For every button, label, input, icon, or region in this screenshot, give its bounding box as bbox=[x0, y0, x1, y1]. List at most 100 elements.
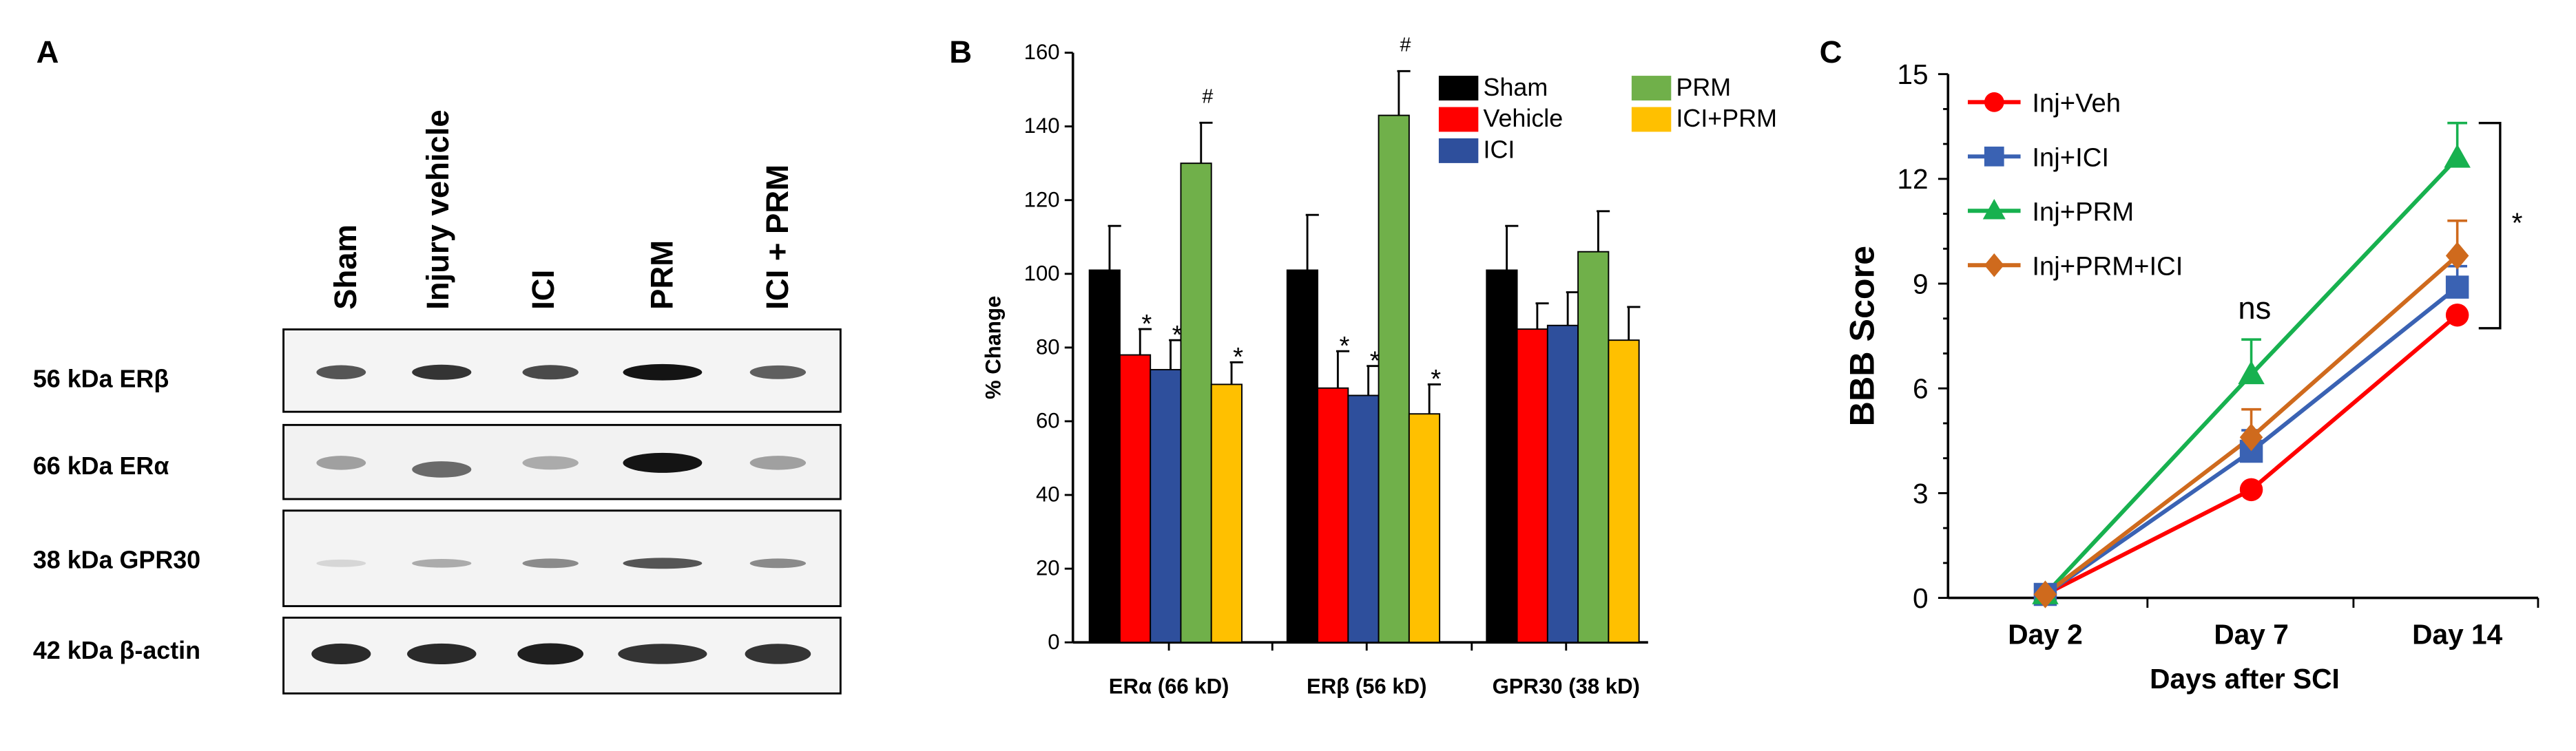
legend-label: Inj+PRM bbox=[2032, 198, 2134, 227]
blot-panels bbox=[282, 328, 842, 695]
bar bbox=[1347, 394, 1380, 644]
y-tick-label: 20 bbox=[1036, 556, 1060, 580]
panel-b-letter: B bbox=[949, 34, 972, 70]
panel-c: C 0 3 6 9 12 15 BBB Score Day 2 Day 7 Day 14 Days … bbox=[1820, 34, 2539, 695]
significance-mark: # bbox=[1400, 34, 1411, 56]
y-tick-label: 80 bbox=[1036, 335, 1060, 359]
blot-box-gpr30 bbox=[282, 509, 842, 607]
legend-swatch bbox=[1631, 76, 1672, 101]
blot-band bbox=[311, 643, 371, 665]
blot-band bbox=[522, 365, 579, 380]
legend-label: Sham bbox=[1484, 74, 1548, 101]
y-tick-label: 15 bbox=[1897, 59, 1928, 90]
y-tick-label: 160 bbox=[1024, 40, 1060, 64]
y-tick-label: 40 bbox=[1036, 483, 1060, 507]
blot-band bbox=[749, 558, 807, 569]
x-category-label: Day 7 bbox=[2214, 619, 2289, 650]
legend-label: PRM bbox=[1676, 74, 1731, 101]
blot-row-label: 66 kDa ERα bbox=[33, 452, 169, 480]
legend-label: Inj+PRM+ICI bbox=[2032, 252, 2183, 282]
y-tick-label: 12 bbox=[1897, 163, 1928, 195]
significance-mark: * bbox=[1172, 320, 1183, 350]
blot-band bbox=[316, 365, 366, 380]
blot-row-label: 38 kDa GPR30 bbox=[33, 547, 200, 574]
chart-b: 0 20 40 60 80 100 120 140 160 % Change * * # * ERα (66… bbox=[981, 34, 1777, 699]
legend-swatch bbox=[1438, 107, 1479, 132]
significance-mark: * bbox=[1370, 346, 1380, 375]
data-point bbox=[2445, 275, 2469, 299]
bar bbox=[1088, 269, 1121, 644]
bar bbox=[1408, 413, 1441, 644]
legend-label: ICI bbox=[1484, 136, 1515, 164]
lane-label: PRM bbox=[644, 240, 679, 310]
legend-label: ICI+PRM bbox=[1676, 105, 1777, 132]
blot-band bbox=[623, 558, 703, 569]
blot-band bbox=[623, 452, 703, 473]
bar bbox=[1180, 162, 1212, 644]
y-tick-label: 3 bbox=[1913, 478, 1929, 509]
y-tick-label: 0 bbox=[1048, 630, 1059, 654]
lane-label: Sham bbox=[328, 224, 363, 310]
legend-label: Vehicle bbox=[1484, 105, 1564, 132]
bar bbox=[1608, 339, 1640, 644]
x-category-label: Day 2 bbox=[2008, 619, 2083, 650]
lane-label: Injury vehicle bbox=[420, 109, 455, 310]
x-axis-label: Days after SCI bbox=[2150, 663, 2340, 695]
significance-mark: # bbox=[1202, 86, 1213, 108]
bar bbox=[1546, 324, 1579, 644]
y-tick-label: 100 bbox=[1024, 261, 1060, 285]
data-point bbox=[2445, 242, 2469, 270]
panel-a-letter: A bbox=[37, 34, 59, 70]
significance-mark: * bbox=[2512, 207, 2523, 238]
y-tick-label: 120 bbox=[1024, 187, 1060, 211]
y-tick-label: 0 bbox=[1913, 582, 1929, 614]
y-axis-label: % Change bbox=[981, 296, 1005, 399]
annotation-text: ns bbox=[2238, 290, 2271, 326]
bar bbox=[1286, 269, 1319, 644]
data-point bbox=[1984, 253, 2004, 277]
legend-swatch bbox=[1631, 107, 1672, 132]
panel-c-letter: C bbox=[1820, 34, 1842, 70]
data-point bbox=[2239, 478, 2263, 502]
lane-label: ICI + PRM bbox=[760, 165, 795, 310]
bar bbox=[1577, 251, 1610, 644]
blot-band bbox=[412, 461, 472, 478]
legend-swatch bbox=[1438, 76, 1479, 101]
significance-mark: * bbox=[1233, 342, 1243, 372]
bar bbox=[1317, 387, 1349, 644]
blot-band bbox=[316, 456, 366, 470]
data-point bbox=[2239, 423, 2263, 452]
y-tick-label: 9 bbox=[1913, 268, 1929, 299]
blot-band bbox=[623, 363, 703, 381]
blot-band bbox=[517, 643, 584, 665]
blot-band bbox=[749, 365, 807, 379]
y-tick-label: 6 bbox=[1913, 373, 1929, 405]
bar bbox=[1210, 383, 1243, 644]
x-category-label: GPR30 (38 kD) bbox=[1493, 674, 1640, 698]
x-category-label: ERβ (56 kD) bbox=[1307, 674, 1427, 698]
blot-band bbox=[412, 364, 472, 380]
data-point bbox=[1984, 146, 2004, 167]
legend-label: Inj+ICI bbox=[2032, 143, 2109, 173]
significance-bracket bbox=[2478, 122, 2502, 330]
significance-mark: * bbox=[1339, 331, 1349, 361]
bar bbox=[1378, 114, 1410, 644]
lane-labels: Sham Injury vehicle ICI PRM ICI + PRM bbox=[328, 109, 795, 310]
y-tick-label: 60 bbox=[1036, 409, 1060, 433]
legend-label: Inj+Veh bbox=[2032, 89, 2121, 118]
data-point bbox=[2238, 360, 2265, 385]
x-category-label: Day 14 bbox=[2412, 619, 2502, 650]
blot-band bbox=[745, 644, 811, 664]
blot-band bbox=[407, 643, 477, 665]
data-point bbox=[1982, 199, 2006, 220]
y-tick-label: 140 bbox=[1024, 114, 1060, 138]
y-axis-label: BBB Score bbox=[1843, 246, 1882, 426]
panel-b: B 0 20 40 60 80 100 120 140 160 % Change * * # * ERα (… bbox=[949, 34, 1777, 699]
blot-band bbox=[522, 558, 579, 569]
blot-row-label: 56 kDa ERβ bbox=[33, 365, 169, 392]
data-point bbox=[2444, 144, 2471, 168]
bar bbox=[1516, 328, 1548, 644]
data-point bbox=[1984, 92, 2004, 112]
